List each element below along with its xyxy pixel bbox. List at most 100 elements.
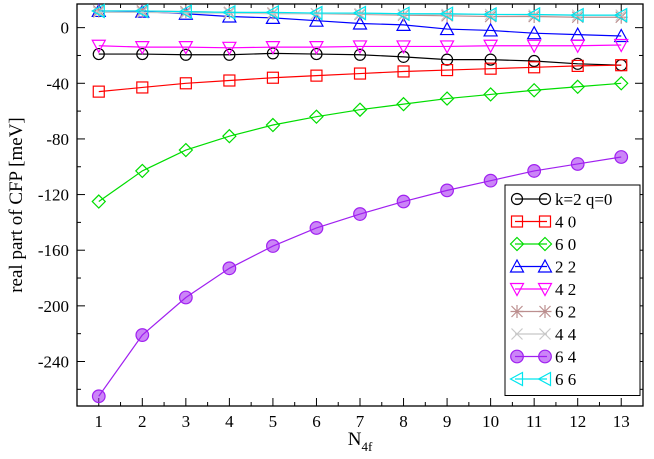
data-point: [440, 183, 454, 198]
legend-marker: [509, 236, 525, 252]
legend-item: 4 0: [510, 213, 576, 232]
legend-item: 4 2: [509, 280, 576, 299]
data-point: [223, 7, 236, 19]
legend-marker: [510, 305, 524, 318]
data-point: [352, 40, 368, 55]
legend-label: 4 0: [555, 213, 576, 232]
legend-marker: [537, 282, 553, 297]
y-tick-label: -240: [38, 352, 69, 371]
x-tick-label: 10: [482, 412, 499, 431]
data-point: [221, 41, 237, 56]
data-point: [92, 47, 105, 61]
data-point: [395, 6, 410, 22]
y-tick-label: -120: [38, 186, 69, 205]
data-point: [439, 21, 455, 36]
series-line: [98, 82, 622, 203]
data-point: [483, 173, 498, 188]
data-point: [396, 96, 411, 112]
data-point: [613, 28, 629, 43]
data-point: [310, 7, 323, 20]
data-point: [308, 5, 323, 21]
series-2: [92, 59, 628, 98]
legend-marker: [509, 258, 525, 273]
legend-item: 6 6: [509, 370, 576, 389]
legend-marker: [537, 258, 553, 273]
data-point: [396, 17, 412, 31]
data-point: [136, 47, 149, 61]
legend-marker: [510, 215, 524, 228]
x-tick-label: 11: [526, 412, 542, 431]
data-point: [223, 48, 236, 61]
data-point: [266, 239, 280, 253]
data-point: [178, 290, 193, 305]
legend-marker: [509, 282, 525, 297]
data-point: [528, 54, 541, 68]
data-point: [571, 10, 585, 24]
data-point: [528, 9, 541, 22]
legend-item: k=2 q=0: [510, 190, 612, 209]
legend-label: 6 2: [555, 303, 576, 322]
data-point: [134, 163, 150, 179]
data-point: [308, 12, 324, 27]
legend: k=2 q=0 4 0 6 0 2 2 4 2 6 2 4 4 6 4 6 6: [504, 184, 641, 396]
x-tick-label: 9: [443, 412, 452, 431]
data-point: [527, 164, 542, 178]
data-point: [91, 39, 107, 54]
x-tick-label: 3: [182, 412, 191, 431]
legend-marker: [509, 371, 524, 387]
data-point: [179, 48, 192, 61]
data-point: [526, 82, 542, 98]
data-point: [570, 79, 586, 95]
data-point: [484, 53, 497, 66]
x-tick-label: 8: [399, 412, 408, 431]
series-line: [98, 64, 622, 93]
legend-label: 6 0: [555, 235, 576, 254]
data-point: [266, 71, 280, 84]
data-point: [615, 9, 628, 22]
data-point: [439, 91, 455, 106]
data-point: [221, 4, 236, 20]
x-axis-title-subscript: 4f: [361, 439, 373, 454]
data-point: [528, 61, 541, 74]
data-point: [178, 4, 192, 20]
data-point: [483, 22, 499, 37]
x-tick-label: 1: [95, 412, 104, 431]
x-axis-title: N4f: [348, 429, 373, 454]
data-point: [265, 117, 281, 133]
data-point: [570, 39, 586, 54]
legend-marker: [537, 371, 552, 387]
series-group: [91, 3, 629, 404]
y-tick-label: -80: [46, 130, 69, 149]
data-point: [353, 48, 367, 61]
data-point: [91, 194, 107, 209]
x-tick-label: 2: [138, 412, 147, 431]
legend-label: 6 4: [555, 348, 577, 367]
data-point: [614, 150, 629, 164]
data-point: [134, 41, 150, 55]
axes: 1 2 3 4 5 6 7 8 9 10 11 12 130-40-80-120-160-200-240…: [6, 3, 644, 454]
data-point: [439, 6, 454, 22]
legend-marker: [538, 192, 552, 206]
data-point: [352, 5, 367, 21]
data-point: [91, 3, 105, 19]
data-point: [397, 8, 410, 21]
data-point: [310, 69, 323, 82]
legend-label: 6 6: [555, 370, 576, 389]
x-axis-title-main: N: [348, 429, 362, 450]
legend-marker: [510, 349, 524, 364]
data-point: [484, 10, 498, 24]
data-point: [135, 328, 150, 342]
data-point: [266, 47, 280, 60]
data-point: [223, 74, 236, 87]
legend-marker: [537, 236, 553, 252]
data-point: [396, 194, 411, 209]
data-point: [136, 81, 149, 94]
legend-label: 4 4: [555, 325, 577, 344]
legend-marker: [511, 328, 523, 340]
data-point: [614, 10, 628, 24]
x-tick-label: 7: [356, 412, 365, 431]
data-point: [92, 85, 105, 98]
legend-marker: [538, 349, 552, 364]
data-point: [440, 9, 454, 23]
data-point: [310, 47, 323, 61]
